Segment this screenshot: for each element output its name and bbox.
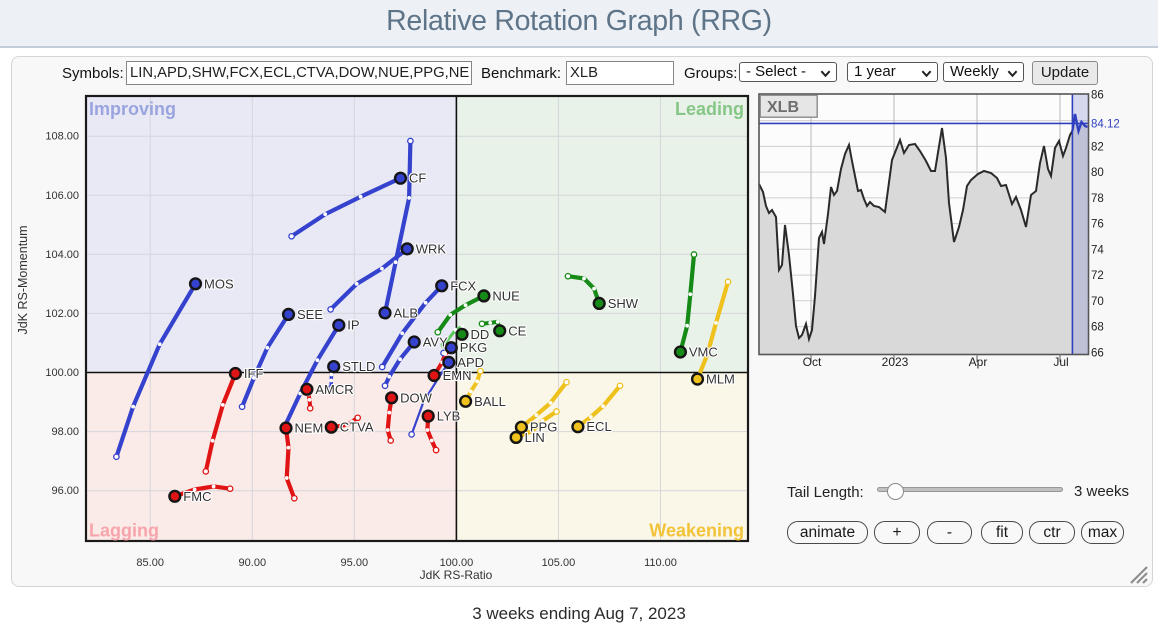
svg-text:106.00: 106.00 xyxy=(45,190,79,202)
svg-text:XLB: XLB xyxy=(767,99,799,116)
svg-text:ECL: ECL xyxy=(586,419,611,434)
svg-text:90.00: 90.00 xyxy=(239,557,267,569)
svg-text:105.00: 105.00 xyxy=(542,557,576,569)
svg-text:2023: 2023 xyxy=(882,355,909,369)
svg-text:FCX: FCX xyxy=(450,278,476,293)
svg-text:SHW: SHW xyxy=(608,296,639,311)
svg-text:MLM: MLM xyxy=(706,372,735,387)
svg-text:JdK RS-Ratio: JdK RS-Ratio xyxy=(420,568,493,582)
svg-text:95.00: 95.00 xyxy=(341,557,369,569)
svg-text:PPG: PPG xyxy=(530,420,557,435)
svg-text:100.00: 100.00 xyxy=(45,367,79,379)
svg-text:IFF: IFF xyxy=(244,366,264,381)
svg-text:JdK RS-Momentum: JdK RS-Momentum xyxy=(16,225,30,334)
svg-text:68: 68 xyxy=(1091,322,1104,334)
svg-text:Apr: Apr xyxy=(969,355,988,369)
svg-text:WRK: WRK xyxy=(416,241,447,256)
svg-text:CE: CE xyxy=(508,323,526,338)
svg-text:104.00: 104.00 xyxy=(45,249,79,261)
svg-text:86: 86 xyxy=(1091,90,1104,102)
svg-text:APD: APD xyxy=(457,355,484,370)
svg-text:NEM: NEM xyxy=(295,421,324,436)
svg-text:SEE: SEE xyxy=(297,307,323,322)
svg-text:85.00: 85.00 xyxy=(136,557,164,569)
svg-text:IP: IP xyxy=(347,318,359,333)
svg-text:96.00: 96.00 xyxy=(51,485,79,497)
svg-text:MOS: MOS xyxy=(204,276,234,291)
svg-text:AVY: AVY xyxy=(423,335,448,350)
svg-text:98.00: 98.00 xyxy=(51,426,79,438)
svg-text:STLD: STLD xyxy=(342,359,375,374)
svg-text:66: 66 xyxy=(1091,347,1104,359)
svg-text:100.00: 100.00 xyxy=(440,557,474,569)
svg-text:Leading: Leading xyxy=(675,99,744,119)
svg-text:CF: CF xyxy=(409,171,426,186)
svg-text:VMC: VMC xyxy=(689,345,718,360)
svg-text:70: 70 xyxy=(1091,296,1104,308)
svg-text:LYB: LYB xyxy=(437,409,461,424)
svg-text:FMC: FMC xyxy=(183,489,211,504)
svg-text:BALL: BALL xyxy=(474,394,506,409)
svg-text:DOW: DOW xyxy=(400,390,433,405)
svg-text:74: 74 xyxy=(1091,244,1104,256)
svg-text:108.00: 108.00 xyxy=(45,131,79,143)
svg-text:Weakening: Weakening xyxy=(649,521,744,541)
svg-text:Lagging: Lagging xyxy=(89,521,159,541)
svg-text:PKG: PKG xyxy=(460,340,487,355)
svg-text:84.12: 84.12 xyxy=(1091,119,1120,131)
svg-text:102.00: 102.00 xyxy=(45,308,79,320)
svg-text:72: 72 xyxy=(1091,270,1104,282)
svg-text:Improving: Improving xyxy=(89,99,176,119)
svg-text:80: 80 xyxy=(1091,167,1104,179)
svg-text:82: 82 xyxy=(1091,141,1104,153)
svg-text:110.00: 110.00 xyxy=(644,557,677,569)
svg-text:Oct: Oct xyxy=(803,355,822,369)
svg-text:AMCR: AMCR xyxy=(315,382,353,397)
svg-text:NUE: NUE xyxy=(492,288,520,303)
svg-text:DD: DD xyxy=(471,327,490,342)
svg-text:CTVA: CTVA xyxy=(340,420,374,435)
svg-text:LIN: LIN xyxy=(525,430,545,445)
svg-text:Jul: Jul xyxy=(1053,355,1068,369)
svg-text:EMN: EMN xyxy=(443,368,472,383)
svg-text:ALB: ALB xyxy=(394,305,419,320)
svg-text:76: 76 xyxy=(1091,219,1104,231)
svg-text:78: 78 xyxy=(1091,193,1104,205)
